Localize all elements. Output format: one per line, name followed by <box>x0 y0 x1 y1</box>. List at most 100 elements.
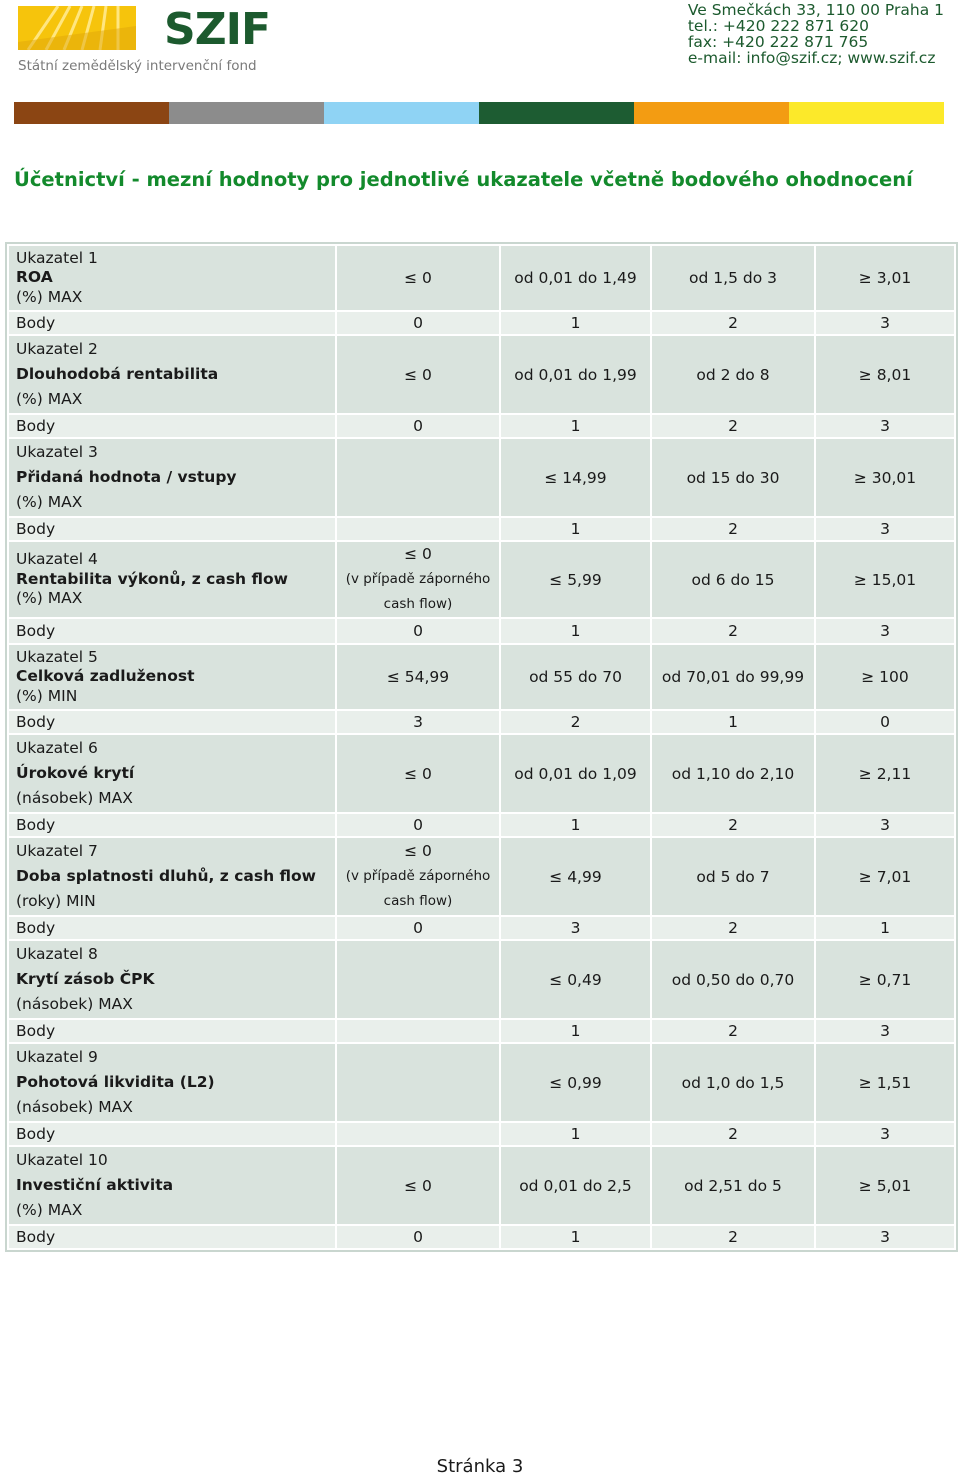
points-value: 1 <box>499 413 652 439</box>
points-row: Body 0 1 2 3 <box>7 413 956 439</box>
points-value: 2 <box>650 516 816 542</box>
threshold-cell: ≥ 1,51 <box>814 1042 956 1123</box>
indicator-unit: (%) MAX <box>16 589 83 608</box>
points-value: 3 <box>814 516 956 542</box>
indicator-row: Ukazatel 1 ROA (%) MAX ≤ 0 od 0,01 do 1,49 od… <box>7 244 956 312</box>
indicator-number: Ukazatel 1 <box>16 248 98 267</box>
indicator-unit: (násobek) MAX <box>16 1098 133 1116</box>
threshold-value: ≥ 0,71 <box>858 970 912 989</box>
points-label: Body <box>7 516 337 542</box>
indicator-unit: (%) MIN <box>16 686 78 705</box>
threshold-value: od 0,50 do 0,70 <box>671 970 795 989</box>
points-value: 3 <box>814 617 956 645</box>
points-value: 0 <box>335 812 501 838</box>
threshold-cell: ≤ 54,99 <box>335 643 501 711</box>
indicator-unit: (násobek) MAX <box>16 789 133 807</box>
points-value: 0 <box>335 915 501 941</box>
indicator-name: Úrokové krytí <box>16 764 135 782</box>
threshold-cell: od 1,0 do 1,5 <box>650 1042 816 1123</box>
points-value: 2 <box>650 1224 816 1250</box>
indicator-name: Pohotová likvidita (L2) <box>16 1073 215 1091</box>
threshold-value: od 6 do 15 <box>691 570 775 589</box>
indicator-row: Ukazatel 5 Celková zadluženost (%) MIN ≤ 54… <box>7 643 956 711</box>
points-row: Body 0 1 2 3 <box>7 1224 956 1250</box>
indicator-label: Ukazatel 5 Celková zadluženost (%) MIN <box>7 643 337 711</box>
logo-subtitle: Státní zemědělský intervenční fond <box>18 58 257 74</box>
points-value: 1 <box>499 617 652 645</box>
indicator-row: Ukazatel 6 Úrokové krytí (násobek) MAX ≤ 0 o… <box>7 733 956 814</box>
threshold-value: od 55 do 70 <box>529 668 622 686</box>
threshold-value: od 1,0 do 1,5 <box>681 1073 785 1092</box>
threshold-value: od 0,01 do 1,99 <box>514 365 637 384</box>
threshold-cell: ≤ 4,99 <box>499 836 652 917</box>
threshold-value: ≤ 0 <box>404 764 432 783</box>
threshold-value: ≤ 5,99 <box>549 570 602 589</box>
page-title: Účetnictví - mezní hodnoty pro jednotliv… <box>14 168 913 191</box>
points-row: Body 0 1 2 3 <box>7 310 956 336</box>
threshold-value: ≥ 15,01 <box>853 570 917 589</box>
threshold-cell: ≤ 14,99 <box>499 437 652 518</box>
threshold-cell: od 6 do 15 <box>650 540 816 619</box>
indicator-label: Ukazatel 6 Úrokové krytí (násobek) MAX <box>7 733 337 814</box>
address: Ve Smečkách 33, 110 00 Praha 1 <box>687 1 944 19</box>
threshold-cell: ≤ 0 (v případě záporného cash flow) <box>335 540 501 619</box>
threshold-cell <box>335 1042 501 1123</box>
threshold-value: ≥ 100 <box>861 668 909 686</box>
color-stripe <box>789 102 944 124</box>
indicator-name: Doba splatnosti dluhů, z cash flow <box>16 867 316 885</box>
threshold-value: ≤ 54,99 <box>386 668 450 686</box>
points-value: 3 <box>335 709 501 735</box>
threshold-value: ≥ 1,51 <box>858 1073 912 1092</box>
threshold-cell: od 70,01 do 99,99 <box>650 643 816 711</box>
threshold-value: ≤ 4,99 <box>549 867 602 886</box>
indicator-row: Ukazatel 7 Doba splatnosti dluhů, z cash … <box>7 836 956 917</box>
points-value: 3 <box>814 812 956 838</box>
points-value: 2 <box>499 709 652 735</box>
threshold-value: od 0,01 do 1,49 <box>514 269 637 287</box>
threshold-cell: ≥ 100 <box>814 643 956 711</box>
points-label: Body <box>7 709 337 735</box>
indicator-label: Ukazatel 7 Doba splatnosti dluhů, z cash … <box>7 836 337 917</box>
threshold-cell: od 1,10 do 2,10 <box>650 733 816 814</box>
color-stripe-bar <box>14 102 944 124</box>
points-value: 1 <box>499 516 652 542</box>
threshold-value: od 0,01 do 2,5 <box>519 1176 632 1195</box>
threshold-cell: ≤ 0 <box>335 1145 501 1226</box>
points-value: 3 <box>814 413 956 439</box>
indicator-name: Investiční aktivita <box>16 1176 174 1194</box>
points-value: 2 <box>650 915 816 941</box>
points-row: Body 1 2 3 <box>7 1018 956 1044</box>
threshold-value: od 0,01 do 1,09 <box>514 764 637 783</box>
threshold-cell: ≥ 0,71 <box>814 939 956 1020</box>
indicator-number: Ukazatel 10 <box>16 1151 108 1169</box>
indicator-number: Ukazatel 9 <box>16 1048 98 1066</box>
points-row: Body 1 2 3 <box>7 1121 956 1147</box>
threshold-value: ≤ 0 <box>404 365 432 384</box>
points-value: 2 <box>650 310 816 336</box>
points-value: 3 <box>814 1121 956 1147</box>
threshold-value: ≤ 0,49 <box>549 970 602 989</box>
indicator-row: Ukazatel 9 Pohotová likvidita (L2) (násobe… <box>7 1042 956 1123</box>
threshold-cell: od 1,5 do 3 <box>650 244 816 312</box>
points-label: Body <box>7 812 337 838</box>
indicator-number: Ukazatel 8 <box>16 945 98 963</box>
points-value: 2 <box>650 812 816 838</box>
points-value: 1 <box>499 1224 652 1250</box>
points-label: Body <box>7 1018 337 1044</box>
indicator-name: Přidaná hodnota / vstupy <box>16 468 237 486</box>
indicator-row: Ukazatel 3 Přidaná hodnota / vstupy (%) MA… <box>7 437 956 518</box>
logo-wordmark: SZIF <box>164 4 271 55</box>
points-value: 1 <box>499 1018 652 1044</box>
points-label: Body <box>7 1224 337 1250</box>
points-label: Body <box>7 617 337 645</box>
points-row: Body 3 2 1 0 <box>7 709 956 735</box>
threshold-cell: od 0,01 do 1,49 <box>499 244 652 312</box>
threshold-cell: ≥ 30,01 <box>814 437 956 518</box>
threshold-cell: ≥ 5,01 <box>814 1145 956 1226</box>
indicator-row: Ukazatel 8 Krytí zásob ČPK (násobek) MAX ≤ … <box>7 939 956 1020</box>
indicator-name: Dlouhodobá rentabilita <box>16 365 219 383</box>
indicator-label: Ukazatel 10 Investiční aktivita (%) MAX <box>7 1145 337 1226</box>
threshold-cell <box>335 939 501 1020</box>
threshold-value: ≥ 8,01 <box>858 365 912 384</box>
color-stripe <box>169 102 324 124</box>
